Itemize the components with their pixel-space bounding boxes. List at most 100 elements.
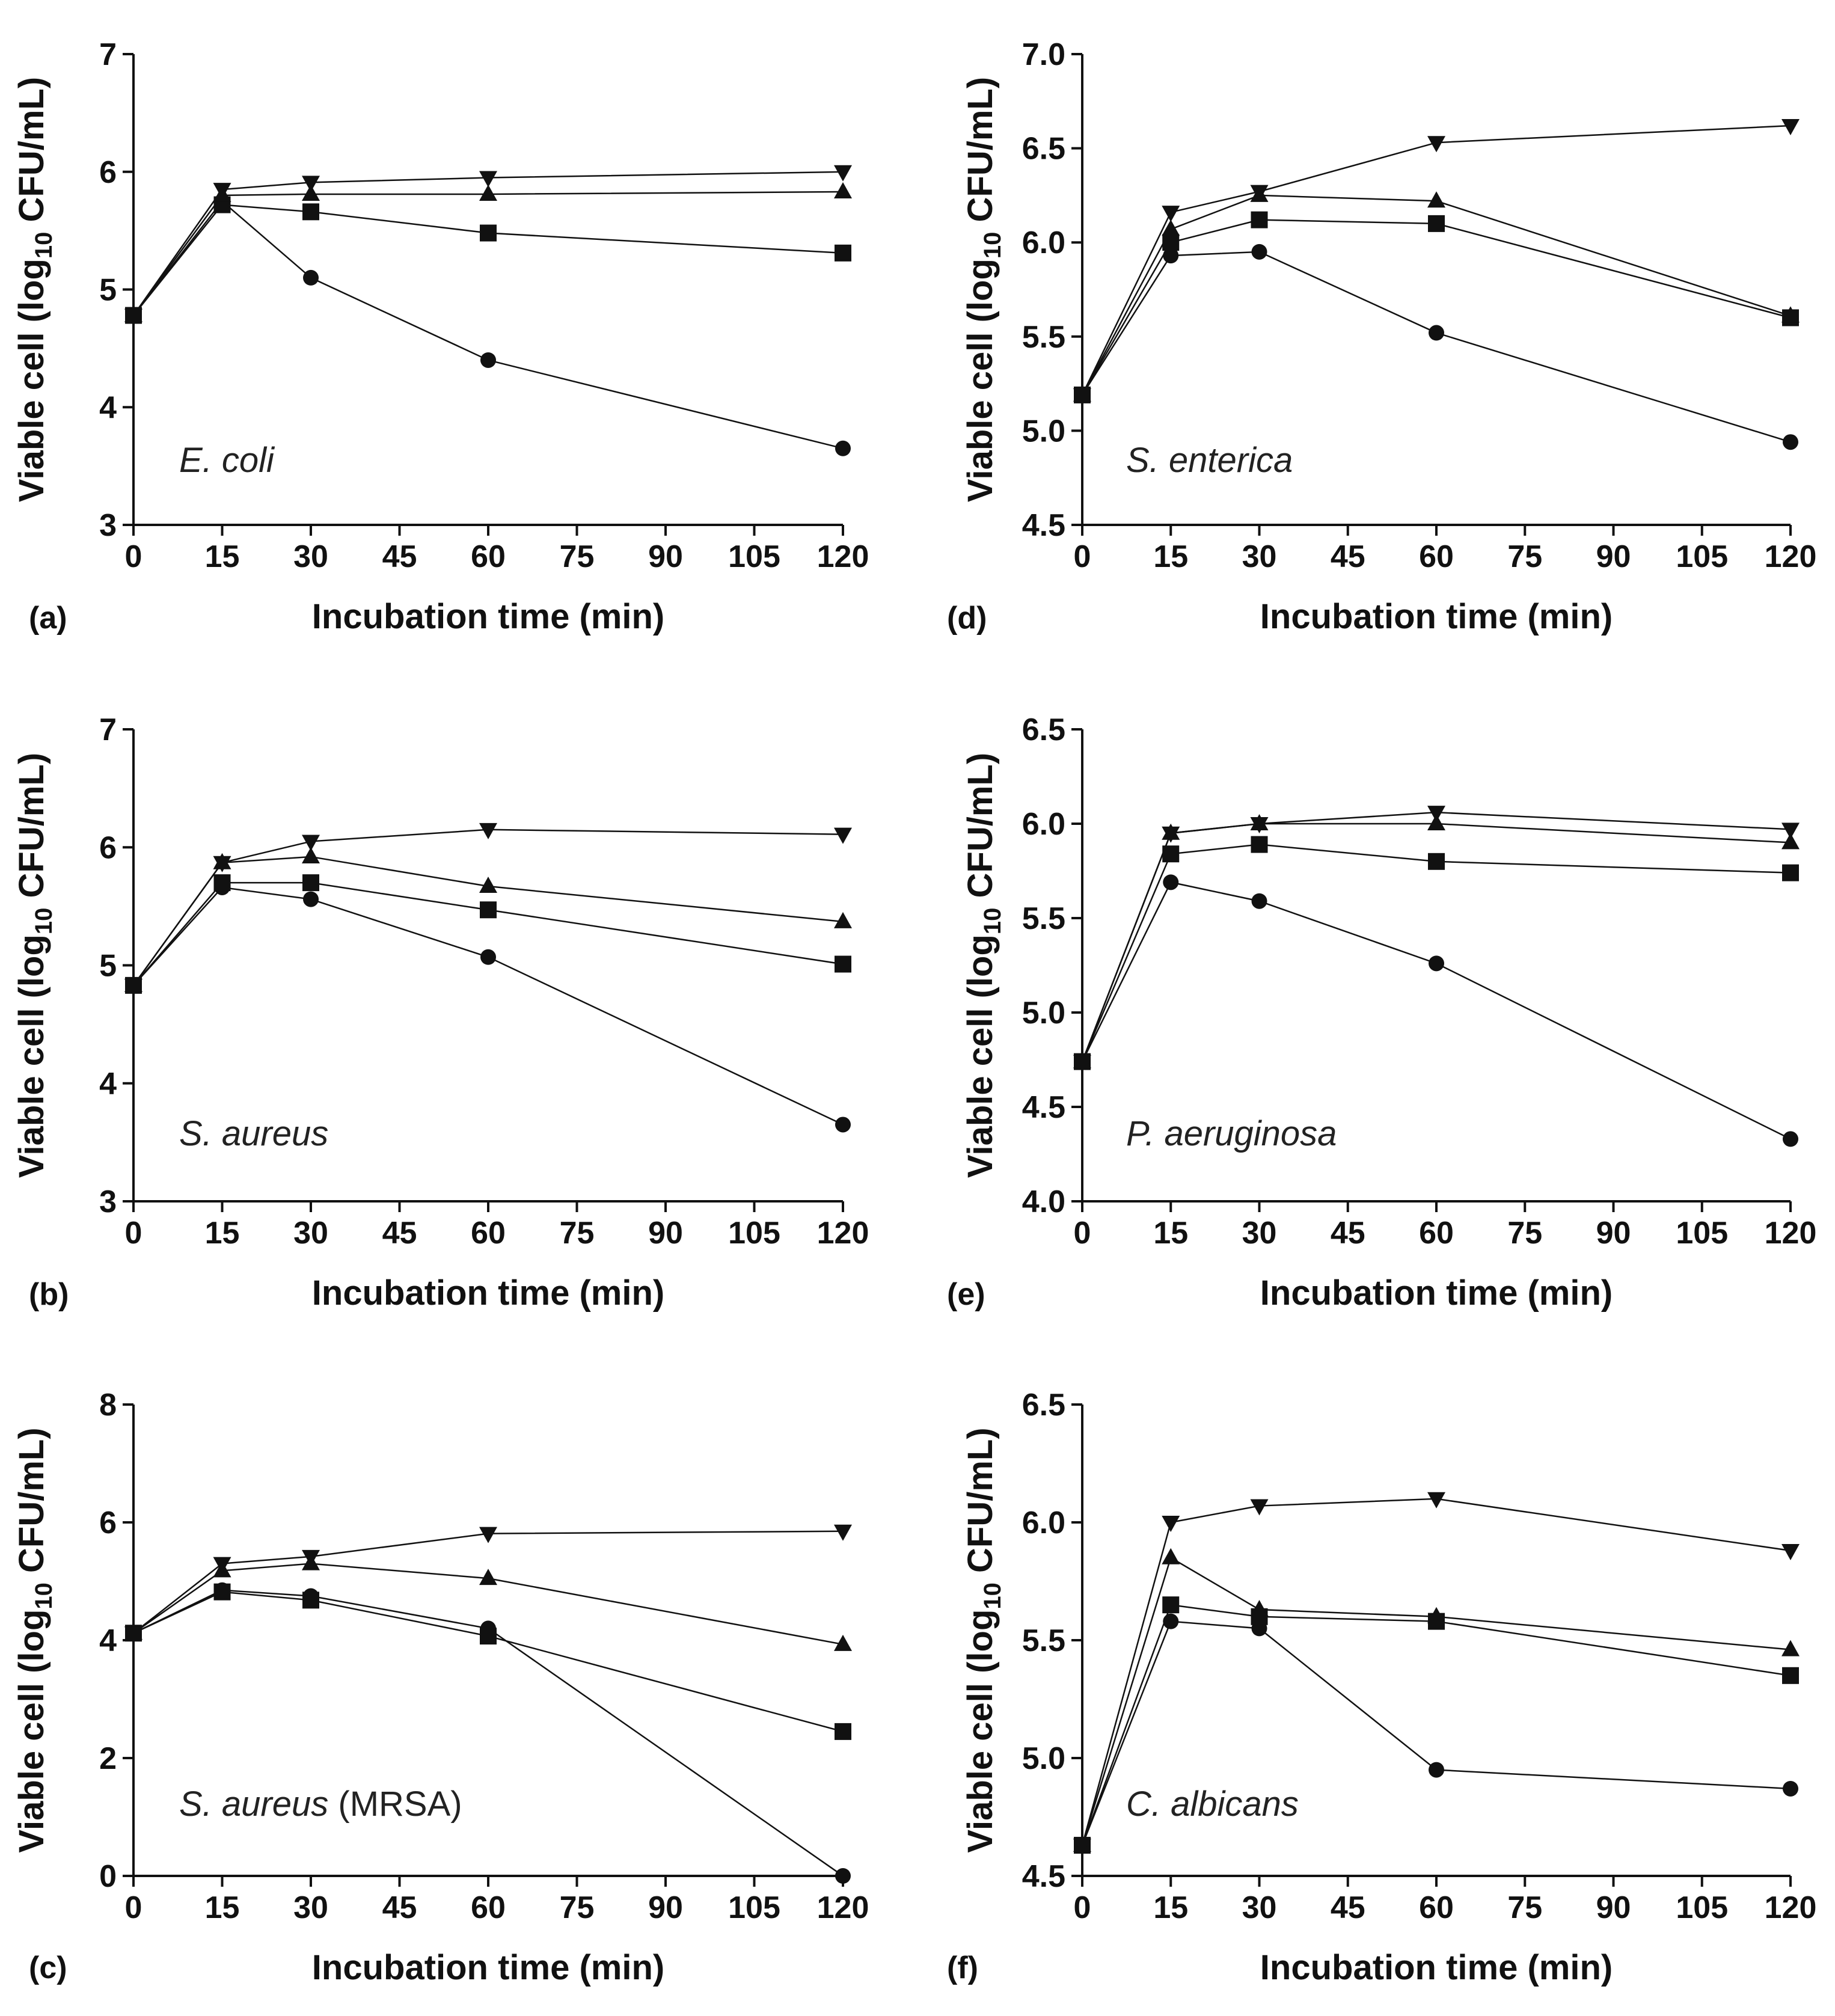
y-tick-label: 6 <box>99 155 117 190</box>
data-point-triangle-down <box>479 171 497 188</box>
data-point-circle <box>1783 1131 1798 1147</box>
x-tick-label: 30 <box>1242 539 1277 574</box>
x-tick-label: 60 <box>1419 1216 1454 1251</box>
y-tick-label: 8 <box>99 1388 117 1423</box>
data-point-triangle-up <box>1427 1607 1445 1623</box>
x-tick-label: 120 <box>817 1890 869 1925</box>
organism-label: E. coli <box>179 441 275 480</box>
chart-panel: 4.0 4.5 5.0 5.5 6.0 6.5 0 15 30 45 60 75 90 105 120 Inc… <box>947 712 1816 1313</box>
y-tick-label: 7 <box>99 37 117 72</box>
data-point-square <box>1162 1596 1180 1614</box>
data-point-circle <box>480 352 496 368</box>
y-axis-title: Viable cell (log10 CFU/mL) <box>961 753 1006 1178</box>
series-line <box>132 856 844 986</box>
y-axis-title: Viable cell (log10 CFU/mL) <box>961 77 1006 502</box>
x-axis-title: Incubation time (min) <box>312 1948 664 1987</box>
y-axis-title: Viable cell (log10 CFU/mL) <box>12 77 57 502</box>
x-tick-label: 120 <box>1765 1890 1817 1925</box>
series-line <box>1081 811 1791 1062</box>
x-tick-label: 45 <box>1331 539 1365 574</box>
data-point-square <box>1782 1667 1799 1684</box>
x-tick-label: 45 <box>382 539 417 574</box>
data-point-triangle-down <box>1250 1499 1269 1516</box>
x-tick-label: 90 <box>1596 539 1631 574</box>
data-point-square <box>1251 211 1268 228</box>
data-point-circle <box>1783 1780 1798 1797</box>
y-tick-label: 5.5 <box>1022 320 1065 355</box>
y-tick-label: 5 <box>99 273 117 308</box>
data-point-circle <box>1163 248 1179 264</box>
y-tick-label: 5.0 <box>1022 1741 1065 1776</box>
y-axis-title: Viable cell (log10 CFU/mL) <box>12 1427 57 1852</box>
data-point-circle <box>1163 1613 1179 1629</box>
x-tick-label: 105 <box>728 1890 780 1925</box>
organism-label: S. aureus (MRSA) <box>179 1785 462 1824</box>
series-line <box>132 191 844 316</box>
x-tick-label: 60 <box>1419 1890 1454 1925</box>
data-point-triangle-down <box>1427 1492 1445 1509</box>
x-tick-label: 75 <box>560 539 595 574</box>
x-tick-label: 75 <box>560 1216 595 1251</box>
x-tick-label: 30 <box>293 1216 328 1251</box>
data-point-square <box>213 1583 231 1601</box>
x-tick-label: 15 <box>1153 1890 1188 1925</box>
organism-label: C. albicans <box>1126 1785 1299 1824</box>
y-tick-label: 3 <box>99 1184 117 1219</box>
data-point-triangle-up <box>834 1634 852 1651</box>
x-tick-label: 90 <box>648 1890 683 1925</box>
x-tick-label: 75 <box>1507 1890 1542 1925</box>
data-point-triangle-down <box>834 165 852 182</box>
y-tick-label: 4.5 <box>1022 1859 1065 1894</box>
data-point-circle <box>303 891 319 907</box>
x-tick-label: 60 <box>1419 539 1454 574</box>
x-tick-label: 60 <box>471 1890 506 1925</box>
data-point-triangle-down <box>1073 388 1091 405</box>
x-tick-label: 45 <box>382 1216 417 1251</box>
x-tick-label: 105 <box>1676 1216 1728 1251</box>
series-line <box>1081 844 1791 1062</box>
data-point-triangle-up <box>302 184 320 201</box>
x-tick-label: 0 <box>1074 1890 1091 1925</box>
data-point-square <box>480 901 497 919</box>
data-point-square <box>1251 836 1268 853</box>
y-tick-label: 6.0 <box>1022 1506 1065 1540</box>
x-tick-label: 90 <box>1596 1890 1631 1925</box>
data-point-triangle-down <box>834 827 852 844</box>
data-point-triangle-down <box>1427 806 1445 823</box>
x-tick-label: 45 <box>1331 1216 1365 1251</box>
y-tick-label: 4.5 <box>1022 1090 1065 1125</box>
y-tick-label: 5.5 <box>1022 901 1065 936</box>
data-point-triangle-down <box>124 978 142 995</box>
data-point-triangle-up <box>834 911 852 928</box>
x-tick-label: 75 <box>1507 1216 1542 1251</box>
panel-label: (a) <box>29 601 67 636</box>
y-tick-label: 7.0 <box>1022 37 1065 72</box>
data-point-square <box>1162 845 1180 863</box>
data-point-triangle-up <box>834 182 852 199</box>
x-tick-label: 0 <box>1074 1216 1091 1251</box>
y-tick-label: 5.0 <box>1022 996 1065 1031</box>
organism-label: P. aeruginosa <box>1126 1114 1337 1153</box>
series-line <box>1081 881 1791 1140</box>
data-point-square <box>1428 853 1445 870</box>
data-point-triangle-down <box>1427 136 1445 153</box>
data-point-triangle-down <box>213 183 231 200</box>
series-line <box>1081 124 1791 396</box>
data-point-triangle-up <box>1427 814 1445 830</box>
data-point-triangle-up <box>1781 833 1800 850</box>
data-point-triangle-down <box>834 1524 852 1541</box>
data-point-triangle-down <box>302 1549 320 1566</box>
y-tick-label: 6.0 <box>1022 225 1065 260</box>
data-point-triangle-up <box>1162 219 1180 236</box>
data-point-triangle-down <box>479 823 497 839</box>
data-point-circle <box>1429 1762 1444 1778</box>
series-line <box>133 204 844 316</box>
x-tick-label: 0 <box>1074 539 1091 574</box>
series-line <box>1081 251 1791 443</box>
x-tick-label: 60 <box>471 539 506 574</box>
data-point-triangle-down <box>213 1557 231 1573</box>
data-point-triangle-down <box>1162 1516 1180 1532</box>
data-point-triangle-up <box>302 847 320 863</box>
